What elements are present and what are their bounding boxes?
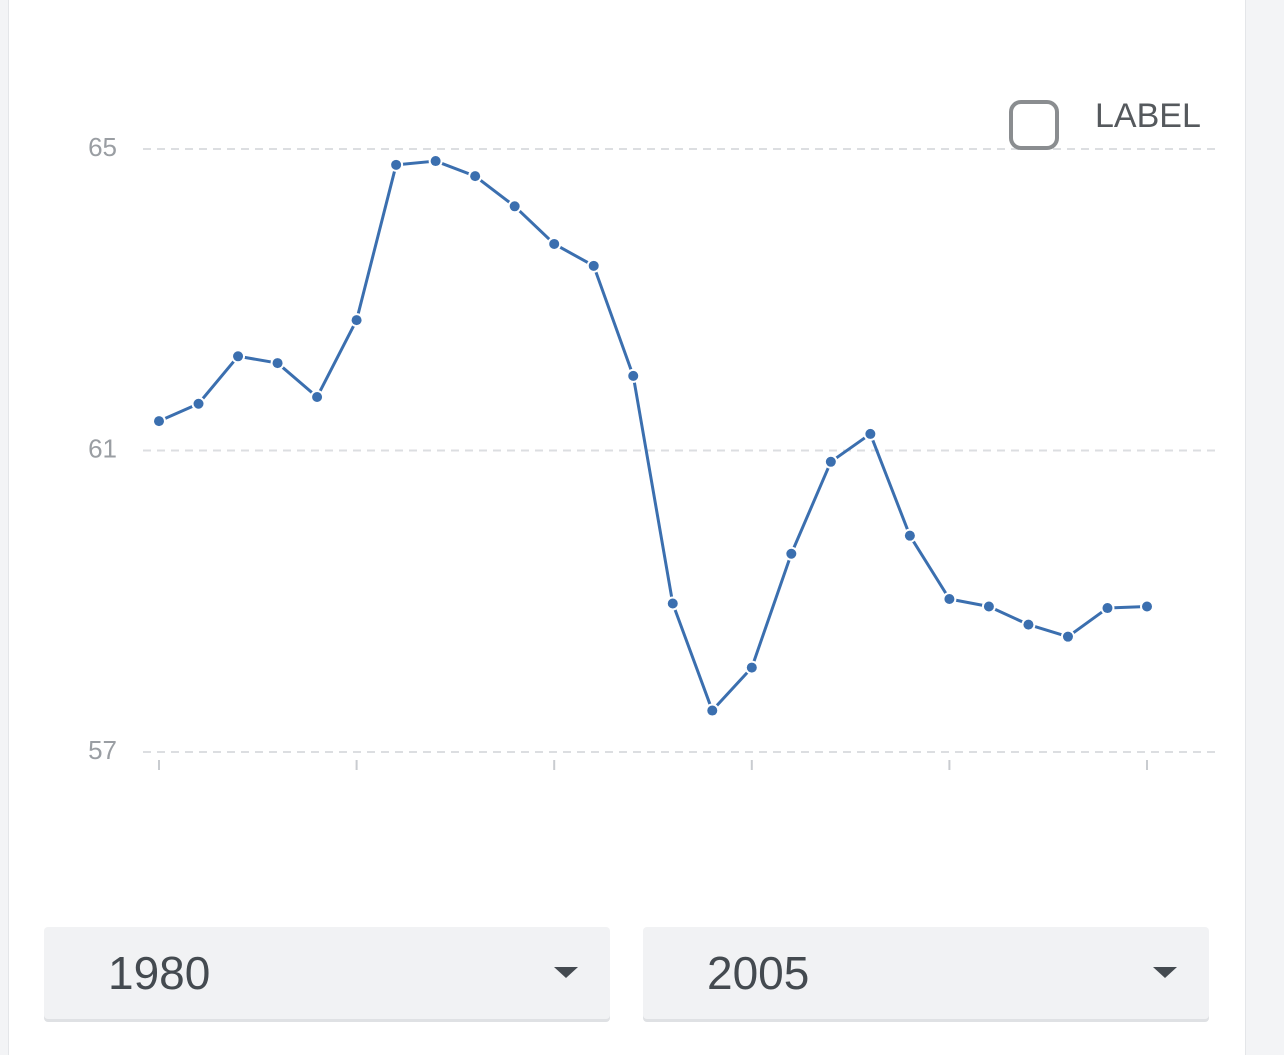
y-tick-label: 65 — [88, 132, 117, 162]
data-point — [428, 154, 443, 169]
data-point — [468, 169, 483, 184]
data-point — [152, 414, 166, 429]
data-point — [863, 426, 878, 441]
data-point — [270, 356, 285, 371]
legend-label: LABEL — [1095, 97, 1201, 135]
data-point — [349, 313, 364, 328]
data-point — [191, 396, 206, 411]
card: 57 61 65 LABEL — [8, 0, 1246, 1055]
start-year: 1980 — [108, 947, 211, 999]
data-point — [547, 236, 562, 251]
data-point — [1021, 617, 1036, 632]
legend-checkbox[interactable] — [1009, 100, 1059, 150]
data-point — [1100, 601, 1115, 616]
end-year-select[interactable]: 2005 — [643, 927, 1209, 1019]
chart: 57 61 65 LABEL — [88, 97, 1217, 770]
data-point — [626, 368, 641, 383]
data-point — [1060, 629, 1075, 644]
dropdown-arrow — [1153, 967, 1177, 978]
data-point — [784, 546, 799, 561]
end-year: 2005 — [707, 947, 810, 999]
y-tick-label: 57 — [88, 735, 117, 765]
y-tick-label: 61 — [88, 433, 117, 463]
series-line — [158, 159, 1148, 713]
start-year-select[interactable]: 1980 — [44, 927, 610, 1019]
data-point — [902, 528, 917, 543]
data-point — [665, 596, 680, 611]
data-point — [231, 349, 246, 364]
data-point — [389, 157, 404, 172]
data-point — [981, 599, 996, 614]
data-point — [823, 454, 838, 469]
data-point — [744, 660, 759, 675]
dropdown-arrow — [554, 967, 578, 978]
data-point — [942, 591, 957, 606]
data-point — [507, 199, 522, 214]
data-point — [310, 389, 325, 404]
data-point — [705, 703, 720, 718]
data-point — [586, 258, 601, 273]
data-point — [1140, 599, 1154, 614]
